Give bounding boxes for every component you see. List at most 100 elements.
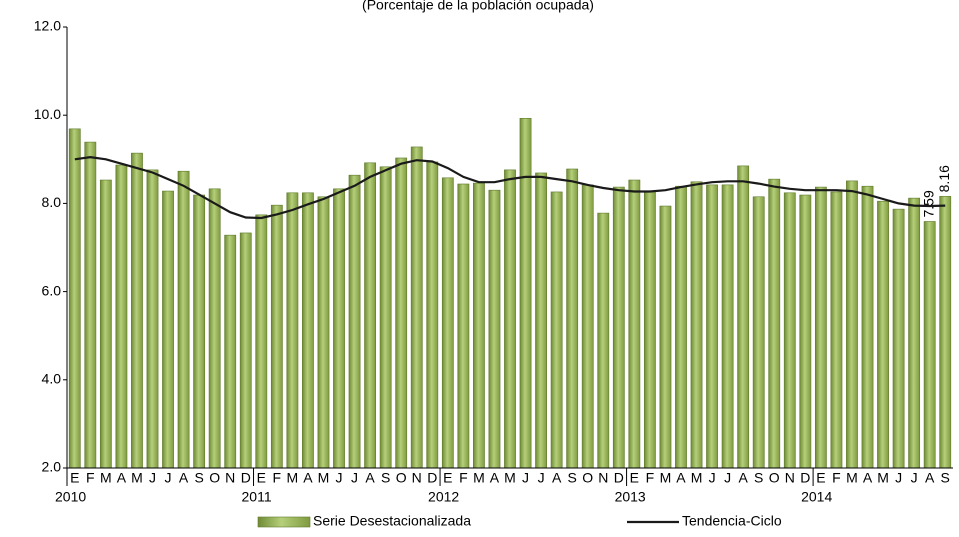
x-tick-label: M [318,470,330,486]
bar [441,177,454,469]
x-tick-label: A [738,470,748,486]
x-tick-label: O [396,470,407,486]
x-tick-label: M [100,470,112,486]
x-tick-label: D [241,470,251,486]
bar [721,184,734,469]
bar [302,192,314,469]
year-label: 2011 [242,489,272,505]
bar [535,172,547,469]
x-tick-label: J [336,470,343,486]
x-tick-label: O [769,470,780,486]
x-tick-label: N [785,470,795,486]
value-label: 8.16 [936,165,952,192]
bar [612,186,625,469]
x-tick-label: A [676,470,686,486]
x-tick-label: E [257,470,266,486]
x-tick-label: A [365,470,375,486]
y-tick-label: 10.0 [34,106,61,122]
bar [255,214,268,469]
x-tick-label: F [86,470,95,486]
x-tick-label: M [287,470,299,486]
bar [737,165,750,469]
bar [177,170,190,469]
bar [333,188,345,469]
bar [162,190,174,469]
y-tick-label: 2.0 [42,459,62,475]
legend-swatch [257,516,311,528]
year-label: 2012 [428,489,459,505]
bar [643,191,656,469]
bar [706,184,718,469]
bar [814,186,827,469]
bar [799,194,812,469]
year-label: 2014 [801,489,832,505]
bar [939,196,952,469]
bar [239,232,252,469]
y-tick-label: 4.0 [42,371,62,387]
x-tick-label: N [225,470,235,486]
x-tick-label: J [538,470,545,486]
bar [348,174,361,469]
bar [131,152,143,469]
x-tick-label: E [630,470,639,486]
x-tick-label: A [303,470,313,486]
x-tick-label: F [459,470,468,486]
bar [457,183,470,469]
x-tick-label: E [443,470,452,486]
bar [68,128,81,469]
x-tick-label: J [165,470,172,486]
bar [659,205,672,469]
x-tick-label: M [877,470,889,486]
x-tick-label: N [598,470,608,486]
x-tick-label: J [895,470,902,486]
x-tick-label: M [504,470,516,486]
bar [581,184,594,469]
x-tick-label: S [381,470,390,486]
bar [410,146,423,469]
legend-label: Serie Desestacionalizada [313,513,471,529]
x-tick-label: A [117,470,127,486]
bar [488,189,501,469]
bar [286,192,299,469]
x-tick-label: F [646,470,655,486]
bar [892,208,905,469]
bar [675,185,687,469]
bar [395,157,408,469]
x-tick-label: D [800,470,810,486]
bar [84,141,97,469]
x-tick-label: M [473,470,485,486]
x-tick-label: N [412,470,422,486]
x-tick-label: S [568,470,577,486]
bar [99,179,112,469]
x-tick-label: A [552,470,562,486]
x-tick-label: M [691,470,703,486]
y-tick-label: 6.0 [42,282,62,298]
bar [628,179,641,469]
bar [208,188,221,469]
x-tick-label: J [724,470,731,486]
bar [908,197,921,469]
bar [224,234,237,469]
x-tick-label: A [863,470,873,486]
bar [550,191,563,469]
y-tick-label: 12.0 [34,18,61,34]
x-tick-label: O [582,470,593,486]
bar [364,162,377,469]
x-tick-label: J [522,470,529,486]
bar [519,117,532,469]
x-tick-label: F [832,470,841,486]
bar [768,178,781,469]
bar [877,200,889,469]
x-tick-label: M [131,470,143,486]
bar [690,181,703,469]
bar [379,166,392,469]
bar [752,196,765,469]
year-label: 2013 [615,489,646,505]
bar [846,180,858,469]
x-tick-label: J [149,470,156,486]
x-tick-label: A [490,470,500,486]
bar [861,185,874,469]
bar [115,164,128,469]
bar [426,161,439,469]
x-tick-label: S [194,470,203,486]
